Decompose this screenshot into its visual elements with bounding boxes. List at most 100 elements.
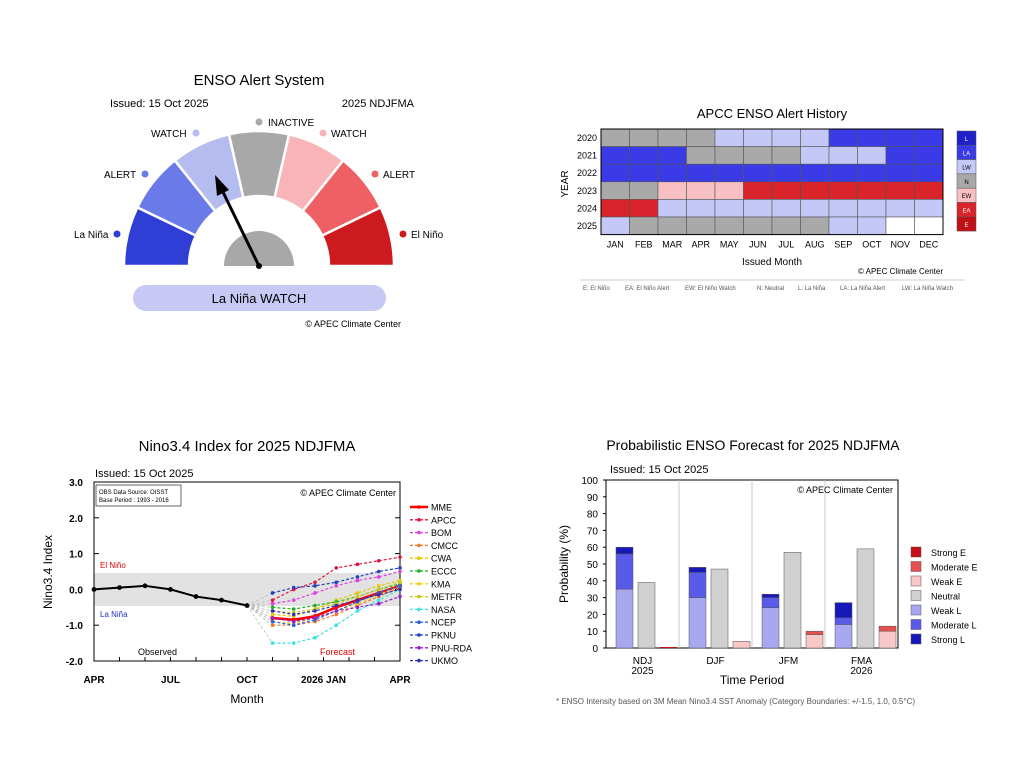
heatmap-month-label: AUG xyxy=(805,240,825,250)
gauge-issued: Issued: 15 Oct 2025 xyxy=(110,98,208,110)
nino-series-point xyxy=(376,569,381,574)
nino-series-point xyxy=(398,566,402,570)
heatmap-cell xyxy=(657,199,687,218)
heatmap-cell xyxy=(800,181,830,200)
colorbar-code: EW xyxy=(962,194,972,200)
prob-bar-segment xyxy=(615,553,634,590)
obs-source-box xyxy=(95,484,182,507)
nino-ytick-label: 2.0 xyxy=(69,514,83,525)
heatmap-cell xyxy=(686,163,716,183)
nino-xtick-label: APR xyxy=(389,675,411,686)
nino-series-point xyxy=(334,584,339,588)
heatmap-year-labels: 2020 2021 2022 2023 2024 2025 xyxy=(577,133,597,231)
prob-legend-label: Strong L xyxy=(931,635,965,645)
heatmap-cell xyxy=(857,146,887,165)
prob-bar-segment xyxy=(761,593,780,598)
prob-bar-segment xyxy=(615,546,634,555)
nino-legend-label: CWA xyxy=(431,554,452,564)
nino-series-point xyxy=(270,598,275,602)
forecast-connector xyxy=(246,605,273,626)
heatmap-cell xyxy=(686,216,716,235)
nino-legend-label: PKNU xyxy=(431,631,456,641)
prob-ytick-label: 60 xyxy=(587,543,599,554)
colorbar-code: N xyxy=(964,180,968,186)
heatmap-cell xyxy=(771,199,801,218)
prob-bar-segment xyxy=(805,630,824,635)
prob-ytick-label: 0 xyxy=(592,644,598,655)
heatmap-cell xyxy=(857,128,887,147)
heatmap-cell xyxy=(657,128,687,147)
heatmap-cell xyxy=(657,216,687,235)
heatmap-frame xyxy=(600,128,944,236)
gauge-title: ENSO Alert System xyxy=(194,72,325,89)
heatmap-cell xyxy=(743,199,773,218)
nino-legend-marker xyxy=(417,556,421,560)
alert-right-dot-icon xyxy=(371,170,379,178)
nino-legend-marker xyxy=(417,620,421,624)
heatmap-cell xyxy=(914,128,944,147)
prob-legend-swatch xyxy=(910,575,922,587)
watch-left-dot-icon xyxy=(192,129,200,137)
base-period-text: Base Period : 1993 - 2016 xyxy=(99,498,169,504)
nino-series-point xyxy=(313,591,317,595)
nino-series-point xyxy=(270,612,275,617)
nino-ylabel: Nino3.4 Index xyxy=(41,535,55,609)
prob-bar-segment xyxy=(761,597,780,608)
history-legend-item: L: La Niña xyxy=(798,286,826,292)
prob-bar-segment xyxy=(688,572,707,598)
heatmap-cell xyxy=(885,128,915,147)
prob-ytick-label: 40 xyxy=(587,577,599,588)
nino-legend-label: KMA xyxy=(431,579,451,589)
nino-series-point xyxy=(270,619,275,624)
nino-issued: Issued: 15 Oct 2025 xyxy=(95,468,193,480)
nino34-panel: Nino3.4 Index for 2025 NDJFMA Issued: 15… xyxy=(41,438,472,706)
prob-footnote: * ENSO Intensity based on 3M Mean Nino3.… xyxy=(556,697,915,706)
status-pill xyxy=(133,285,386,311)
nino-title: Nino3.4 Index for 2025 NDJFMA xyxy=(139,438,356,455)
nino-series-point xyxy=(313,603,317,608)
nino-series-point xyxy=(398,555,402,559)
nino-series-point xyxy=(291,619,296,624)
heatmap-year-label: 2024 xyxy=(577,203,597,213)
nino-series-point xyxy=(334,566,339,570)
prob-category-label: DJF xyxy=(706,656,724,667)
forecast-connector xyxy=(246,599,273,606)
prob-legend-label: Moderate L xyxy=(931,621,977,631)
nino-series-point xyxy=(376,587,381,592)
nino-ytick-label: -2.0 xyxy=(66,657,84,668)
prob-bar-segment xyxy=(783,551,802,649)
observed-point xyxy=(193,594,199,599)
nino-series-point xyxy=(313,616,317,620)
nino-series-point xyxy=(313,584,317,588)
heatmap-year-label: 2021 xyxy=(577,151,597,161)
prob-bar-segment xyxy=(637,582,656,649)
nino-series-point xyxy=(291,585,296,590)
gauge-sector-el-nino xyxy=(320,205,396,268)
nino-series-point xyxy=(355,578,360,583)
nino-legend-marker xyxy=(417,530,421,535)
nino-legend-label: UKMO xyxy=(431,656,458,666)
nino-series-point xyxy=(270,609,275,613)
prob-ytick-label: 90 xyxy=(587,493,599,504)
heatmap-cell xyxy=(771,163,801,183)
heatmap-legend: E: El Niño EA: El Niño Alert EW: El Niño W… xyxy=(583,286,953,292)
heatmap-month-label: JUL xyxy=(778,240,794,250)
nino-ytick-label: -1.0 xyxy=(66,621,84,632)
prob-title: Probabilistic ENSO Forecast for 2025 NDJ… xyxy=(606,437,900,453)
nino-series-point xyxy=(270,591,275,595)
heatmap-cell xyxy=(828,216,858,235)
history-legend-item: EA: El Niño Alert xyxy=(625,286,670,292)
nino-legend-label: METFR xyxy=(431,592,462,602)
observed-point xyxy=(219,597,224,603)
forecast-connector xyxy=(246,605,273,644)
el-nino-dot-icon xyxy=(399,230,407,238)
heatmap-month-label: FEB xyxy=(635,240,653,250)
prob-legend-swatch xyxy=(910,604,922,616)
heatmap-cell xyxy=(771,216,801,235)
nino-series-point xyxy=(355,575,360,579)
heatmap-cell xyxy=(828,146,858,165)
prob-legend-swatch xyxy=(910,590,922,601)
nino-series-point xyxy=(355,562,360,567)
history-title: APCC ENSO Alert History xyxy=(697,106,848,121)
inactive-dot-icon xyxy=(255,118,263,126)
